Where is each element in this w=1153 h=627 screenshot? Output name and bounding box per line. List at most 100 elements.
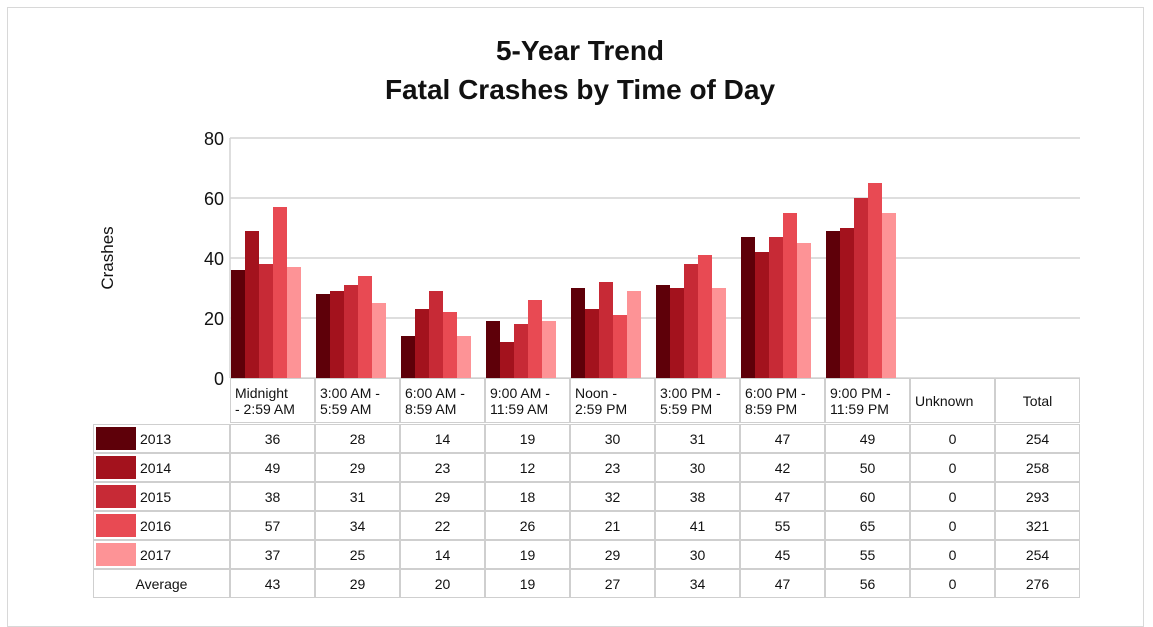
table-value: 60: [825, 482, 910, 511]
bar: [599, 282, 613, 378]
table-total: 276: [995, 569, 1080, 598]
column-header: Unknown: [910, 378, 995, 423]
table-value: 0: [910, 569, 995, 598]
legend-swatch: [96, 485, 136, 508]
table-value: 38: [655, 482, 740, 511]
table-value: 30: [655, 453, 740, 482]
bar: [854, 198, 868, 378]
table-value: 34: [315, 511, 400, 540]
table-value: 49: [230, 453, 315, 482]
legend-label: 2014: [140, 459, 172, 476]
table-value: 28: [315, 424, 400, 453]
bar: [840, 228, 854, 378]
table-value: 49: [825, 424, 910, 453]
table-value: 29: [315, 569, 400, 598]
table-total: 321: [995, 511, 1080, 540]
legend-cell: [93, 424, 230, 453]
table-value: 31: [655, 424, 740, 453]
bar: [741, 237, 755, 378]
table-value: 26: [485, 511, 570, 540]
column-header: Noon - 2:59 PM: [570, 378, 655, 423]
table-value: 41: [655, 511, 740, 540]
column-header: 3:00 PM - 5:59 PM: [655, 378, 740, 423]
bar: [514, 324, 528, 378]
bar: [613, 315, 627, 378]
bar: [684, 264, 698, 378]
table-value: 47: [740, 482, 825, 511]
legend-label: 2015: [140, 488, 172, 505]
y-tick-label: 40: [204, 249, 224, 269]
legend-cell: [93, 540, 230, 569]
table-value: 57: [230, 511, 315, 540]
bar: [585, 309, 599, 378]
table-value: 19: [485, 540, 570, 569]
y-tick-label: 20: [204, 309, 224, 329]
bar: [358, 276, 372, 378]
table-value: 65: [825, 511, 910, 540]
legend-swatch: [96, 543, 136, 566]
bar: [769, 237, 783, 378]
table-value: 14: [400, 540, 485, 569]
table-value: 19: [485, 424, 570, 453]
table-value: 20: [400, 569, 485, 598]
table-value: 31: [315, 482, 400, 511]
bar: [372, 303, 386, 378]
bar: [670, 288, 684, 378]
table-value: 55: [825, 540, 910, 569]
table-value: 38: [230, 482, 315, 511]
table-total: 254: [995, 424, 1080, 453]
legend-cell: [93, 453, 230, 482]
bar: [443, 312, 457, 378]
column-header: 3:00 AM - 5:59 AM: [315, 378, 400, 423]
table-total: 254: [995, 540, 1080, 569]
table-value: 50: [825, 453, 910, 482]
bar: [316, 294, 330, 378]
table-value: 0: [910, 540, 995, 569]
bar: [826, 231, 840, 378]
column-header: Total: [995, 378, 1080, 423]
bar: [231, 270, 245, 378]
table-value: 47: [740, 424, 825, 453]
table-value: 34: [655, 569, 740, 598]
page: {"chart_data": {"type": "bar", "title": …: [7, 7, 1144, 627]
table-total: 258: [995, 453, 1080, 482]
legend-cell: [93, 482, 230, 511]
table-value: 23: [570, 453, 655, 482]
y-axis-label: Crashes: [98, 226, 117, 289]
table-value: 29: [570, 540, 655, 569]
table-value: 30: [570, 424, 655, 453]
bar: [486, 321, 500, 378]
bar: [542, 321, 556, 378]
table-value: 22: [400, 511, 485, 540]
table-value: 0: [910, 511, 995, 540]
legend-swatch: [96, 514, 136, 537]
bar: [457, 336, 471, 378]
bar: [401, 336, 415, 378]
table-value: 47: [740, 569, 825, 598]
column-header: 9:00 AM - 11:59 AM: [485, 378, 570, 423]
chart-title: 5-Year Trend: [496, 35, 664, 66]
bar: [755, 252, 769, 378]
bar: [273, 207, 287, 378]
legend-label: 2017: [140, 546, 172, 563]
bar: [245, 231, 259, 378]
bar: [627, 291, 641, 378]
table-value: 19: [485, 569, 570, 598]
bar: [712, 288, 726, 378]
y-tick-label: 60: [204, 189, 224, 209]
table-value: 32: [570, 482, 655, 511]
bar: [528, 300, 542, 378]
bar: [656, 285, 670, 378]
bar: [287, 267, 301, 378]
bar: [259, 264, 273, 378]
bar: [500, 342, 514, 378]
bar: [571, 288, 585, 378]
table-value: 14: [400, 424, 485, 453]
table-value: 55: [740, 511, 825, 540]
table-value: 56: [825, 569, 910, 598]
table-value: 36: [230, 424, 315, 453]
legend-swatch: [96, 427, 136, 450]
chart-subtitle: Fatal Crashes by Time of Day: [385, 74, 776, 105]
bar: [868, 183, 882, 378]
table-total: 293: [995, 482, 1080, 511]
